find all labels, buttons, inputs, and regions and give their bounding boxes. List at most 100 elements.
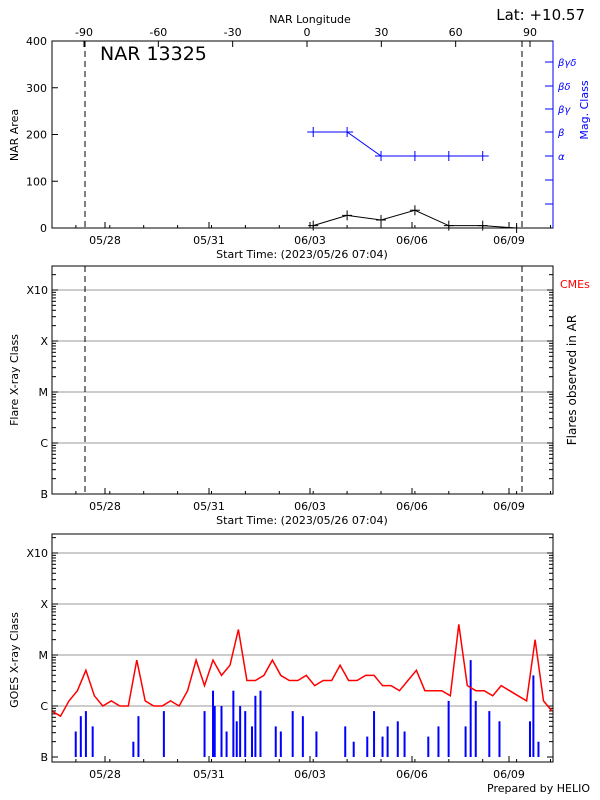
goes-short-channel-bar: [315, 731, 318, 757]
area-point: [308, 220, 319, 231]
goes-short-channel-bar: [162, 711, 165, 757]
goes-short-channel-bar: [469, 660, 472, 757]
goes-short-channel-bar: [235, 721, 238, 757]
goes-long-channel-line: [51, 624, 553, 718]
longitude-tick-label: 0: [304, 26, 311, 39]
y-tick-label: C: [40, 437, 48, 450]
goes-short-channel-bar: [396, 721, 399, 757]
x-tick-label: 06/06: [396, 500, 428, 513]
bottom-plot-frame: [51, 533, 554, 763]
y-tick-label: M: [39, 386, 49, 399]
middle-plot-frame: [51, 265, 554, 495]
goes-short-channel-bar: [352, 741, 355, 757]
mag-class-tick-label: βγδ: [557, 58, 576, 69]
goes-short-channel-bar: [74, 731, 77, 757]
x-tick-label: 06/06: [396, 768, 428, 781]
region-title: NAR 13325: [100, 43, 207, 65]
x-tick-label: 05/31: [193, 500, 225, 513]
mag-class-tick-label: α: [558, 152, 565, 163]
goes-short-channel-bar: [464, 726, 467, 757]
x-tick-label: 06/09: [493, 234, 525, 247]
nar-area-panel: NAR Longitude Lat: +10.57 NAR 13325 NAR …: [8, 6, 591, 261]
longitude-tick-label: 60: [449, 26, 463, 39]
mag-class-tick-label: βγ: [557, 105, 571, 116]
cme-legend: CMEs: [560, 278, 590, 291]
goes-short-channel-bar: [251, 726, 254, 757]
goes-short-channel-bar: [403, 731, 406, 757]
x-tick-label: 06/09: [493, 768, 525, 781]
goes-short-channel-bar: [301, 716, 304, 757]
goes-short-channel-bar: [437, 726, 440, 757]
longitude-tick-label: -60: [149, 26, 167, 39]
mag-class-tick-label: βδ: [557, 82, 571, 93]
longitude-tick-label: 90: [523, 26, 537, 39]
goes-short-channel-bar: [244, 711, 247, 757]
goes-short-channel-bar: [291, 711, 294, 757]
y-tick-label: X: [40, 335, 48, 348]
x-tick-label: 06/03: [294, 500, 326, 513]
y-tick-label: B: [40, 751, 48, 764]
top-plot-frame: [51, 40, 554, 229]
latitude-label: Lat: +10.57: [496, 6, 585, 24]
area-line: [313, 209, 517, 229]
y-tick-label: 400: [26, 35, 47, 48]
goes-panel: GOES X-ray Class B C M X X10 05/28 05/31 06/03 0…: [8, 533, 590, 795]
x-tick-label: 05/28: [89, 768, 121, 781]
x-tick-label: 06/06: [396, 234, 428, 247]
y-tick-label: C: [40, 700, 48, 713]
goes-short-channel-bar: [259, 690, 262, 757]
y-tick-label: 0: [40, 222, 47, 235]
x-tick-label: 05/28: [89, 500, 121, 513]
goes-short-channel-bar: [498, 721, 501, 757]
goes-short-channel-bar: [427, 736, 430, 757]
goes-class-axis-title: GOES X-ray Class: [8, 612, 21, 708]
goes-short-channel-bar: [274, 726, 277, 757]
goes-short-channel-bar: [254, 695, 257, 757]
footer-credit: Prepared by HELIO: [487, 782, 590, 795]
y-tick-label: X10: [26, 547, 48, 560]
flare-class-axis-title: Flare X-ray Class: [8, 334, 21, 426]
y-tick-label: 100: [26, 175, 47, 188]
goes-short-channel-bar: [528, 721, 531, 757]
y-tick-label: X: [40, 598, 48, 611]
longitude-tick-label: -90: [75, 26, 93, 39]
longitude-tick-label: -30: [224, 26, 242, 39]
goes-short-channel-bar: [474, 700, 477, 757]
y-tick-label: 300: [26, 82, 47, 95]
flares-observed-axis-title: Flares observed in AR: [565, 315, 579, 445]
y-tick-label: X10: [26, 284, 48, 297]
goes-short-channel-bar: [213, 706, 216, 757]
goes-short-channel-bar: [537, 741, 540, 757]
goes-short-channel-bar: [344, 726, 347, 757]
goes-short-channel-bar: [220, 706, 223, 757]
mag-class-tick-label: β: [557, 128, 565, 139]
y-tick-label: M: [39, 649, 49, 662]
x-tick-label: 05/31: [193, 234, 225, 247]
x-tick-label: 06/03: [294, 234, 326, 247]
goes-short-channel-bar: [386, 726, 389, 757]
longitude-tick-label: 30: [374, 26, 388, 39]
goes-short-channel-bar: [532, 675, 535, 757]
goes-short-channel-bar: [212, 690, 215, 757]
goes-short-channel-bar: [203, 711, 206, 757]
goes-short-channel-bar: [279, 731, 282, 757]
goes-short-channel-bar: [239, 706, 242, 757]
goes-short-channel-bar: [381, 736, 384, 757]
goes-short-channel-bar: [232, 690, 235, 757]
goes-short-channel-bar: [447, 700, 450, 757]
x-tick-label: 05/28: [89, 234, 121, 247]
longitude-axis-title: NAR Longitude: [269, 13, 351, 26]
goes-short-channel-bar: [132, 741, 135, 757]
nar-area-axis-title: NAR Area: [8, 109, 21, 161]
y-tick-label: 200: [26, 129, 47, 142]
goes-short-channel-bar: [79, 716, 82, 757]
goes-short-channel-bar: [373, 711, 376, 757]
goes-short-channel-bar: [366, 736, 369, 757]
flare-panel: Flare X-ray Class Flares observed in AR …: [8, 265, 590, 527]
goes-short-channel-bar: [91, 726, 94, 757]
mag-class-axis-title: Mag. Class: [578, 80, 591, 139]
top-xaxis-title: Start Time: (2023/05/26 07:04): [216, 248, 388, 261]
goes-short-channel-bar: [137, 716, 140, 757]
goes-short-channel-bar: [488, 711, 491, 757]
